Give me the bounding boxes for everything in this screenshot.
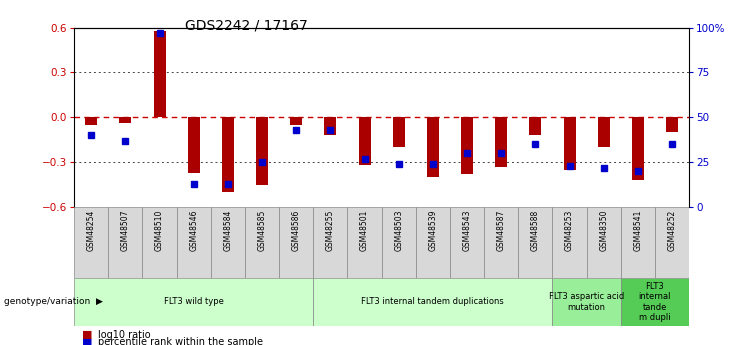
Text: GDS2242 / 17167: GDS2242 / 17167 (185, 19, 308, 33)
Bar (279, 207, 313, 278)
Text: GSM48543: GSM48543 (462, 210, 471, 251)
Bar (655, 207, 689, 278)
Bar (108, 207, 142, 278)
Text: GSM48539: GSM48539 (428, 210, 437, 251)
Bar (382, 207, 416, 278)
Bar (256, 117, 268, 185)
Bar (313, 278, 553, 326)
Text: FLT3 internal tandem duplications: FLT3 internal tandem duplications (362, 297, 504, 306)
Text: GSM48584: GSM48584 (223, 210, 233, 251)
Text: GSM48503: GSM48503 (394, 210, 403, 251)
Bar (313, 207, 348, 278)
Bar (495, 117, 507, 167)
Bar (85, 117, 97, 125)
Bar (222, 117, 234, 192)
Bar (210, 207, 245, 278)
Bar (484, 207, 518, 278)
Text: GSM48255: GSM48255 (326, 210, 335, 251)
Bar (621, 207, 655, 278)
Bar (632, 117, 644, 180)
Bar (427, 117, 439, 177)
Bar (393, 117, 405, 147)
Text: GSM48254: GSM48254 (87, 210, 96, 251)
Text: GSM48586: GSM48586 (292, 210, 301, 251)
Bar (290, 117, 302, 125)
Text: GSM48501: GSM48501 (360, 210, 369, 251)
Bar (245, 207, 279, 278)
Text: genotype/variation  ▶: genotype/variation ▶ (4, 297, 102, 306)
Bar (518, 207, 553, 278)
Bar (74, 207, 108, 278)
Bar (416, 207, 450, 278)
Text: ■: ■ (82, 330, 92, 339)
Text: GSM48252: GSM48252 (668, 210, 677, 251)
Bar (176, 207, 210, 278)
Text: GSM48546: GSM48546 (189, 210, 198, 251)
Bar (359, 117, 370, 165)
Bar (153, 31, 165, 117)
Text: GSM48585: GSM48585 (258, 210, 267, 251)
Bar (553, 278, 621, 326)
Bar (666, 117, 678, 132)
Bar (621, 278, 689, 326)
Text: GSM48507: GSM48507 (121, 210, 130, 251)
Text: log10 ratio: log10 ratio (98, 330, 150, 339)
Bar (598, 117, 610, 147)
Bar (564, 117, 576, 170)
Bar (119, 117, 131, 123)
Bar (325, 117, 336, 135)
Text: GSM48510: GSM48510 (155, 210, 164, 251)
Bar (74, 278, 313, 326)
Bar (450, 207, 484, 278)
Text: FLT3
internal
tande
m dupli: FLT3 internal tande m dupli (639, 282, 671, 322)
Text: GSM48350: GSM48350 (599, 210, 608, 251)
Text: percentile rank within the sample: percentile rank within the sample (98, 337, 263, 345)
Bar (142, 207, 176, 278)
Text: FLT3 wild type: FLT3 wild type (164, 297, 224, 306)
Text: GSM48541: GSM48541 (634, 210, 642, 251)
Bar (348, 207, 382, 278)
Text: ■: ■ (82, 337, 92, 345)
Text: GSM48587: GSM48587 (496, 210, 505, 251)
Bar (587, 207, 621, 278)
Text: GSM48253: GSM48253 (565, 210, 574, 251)
Bar (461, 117, 473, 174)
Bar (529, 117, 542, 135)
Text: FLT3 aspartic acid
mutation: FLT3 aspartic acid mutation (549, 292, 624, 312)
Text: GSM48588: GSM48588 (531, 210, 540, 251)
Bar (187, 117, 199, 172)
Bar (553, 207, 587, 278)
